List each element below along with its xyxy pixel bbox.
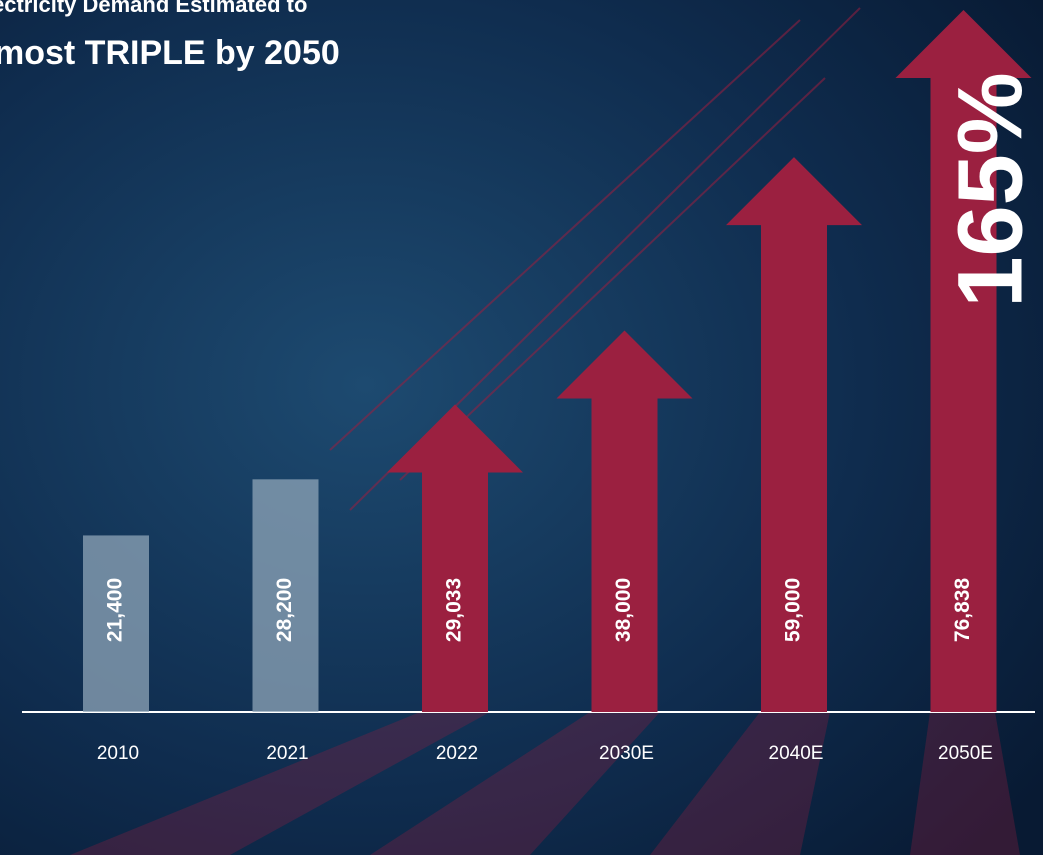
decoration: [70, 7, 1020, 855]
arrow: [387, 404, 523, 712]
value-label: 28,200: [273, 578, 296, 642]
value-label: 76,838: [951, 578, 974, 643]
x-tick-label: 2022: [436, 743, 478, 764]
bar: [83, 535, 149, 712]
chart-title: ectricity Demand Estimated to: [0, 0, 307, 17]
value-label: 59,000: [782, 578, 805, 642]
chart-subtitle: most TRIPLE by 2050: [0, 34, 340, 72]
arrow: [726, 157, 862, 712]
value-label: 21,400: [104, 578, 127, 642]
arrow: [895, 10, 1032, 712]
x-tick-label: 2010: [97, 743, 139, 764]
x-tick-label: 2030E: [599, 743, 654, 764]
x-tick-label: 2040E: [769, 743, 824, 764]
value-label: 38,000: [612, 578, 635, 642]
x-tick-label: 2050E: [938, 743, 993, 764]
bar: [252, 479, 319, 712]
arrow: [556, 330, 693, 712]
x-tick-label: 2021: [266, 743, 308, 764]
annotation: 165%: [939, 72, 1041, 307]
value-label: 29,033: [443, 578, 466, 642]
